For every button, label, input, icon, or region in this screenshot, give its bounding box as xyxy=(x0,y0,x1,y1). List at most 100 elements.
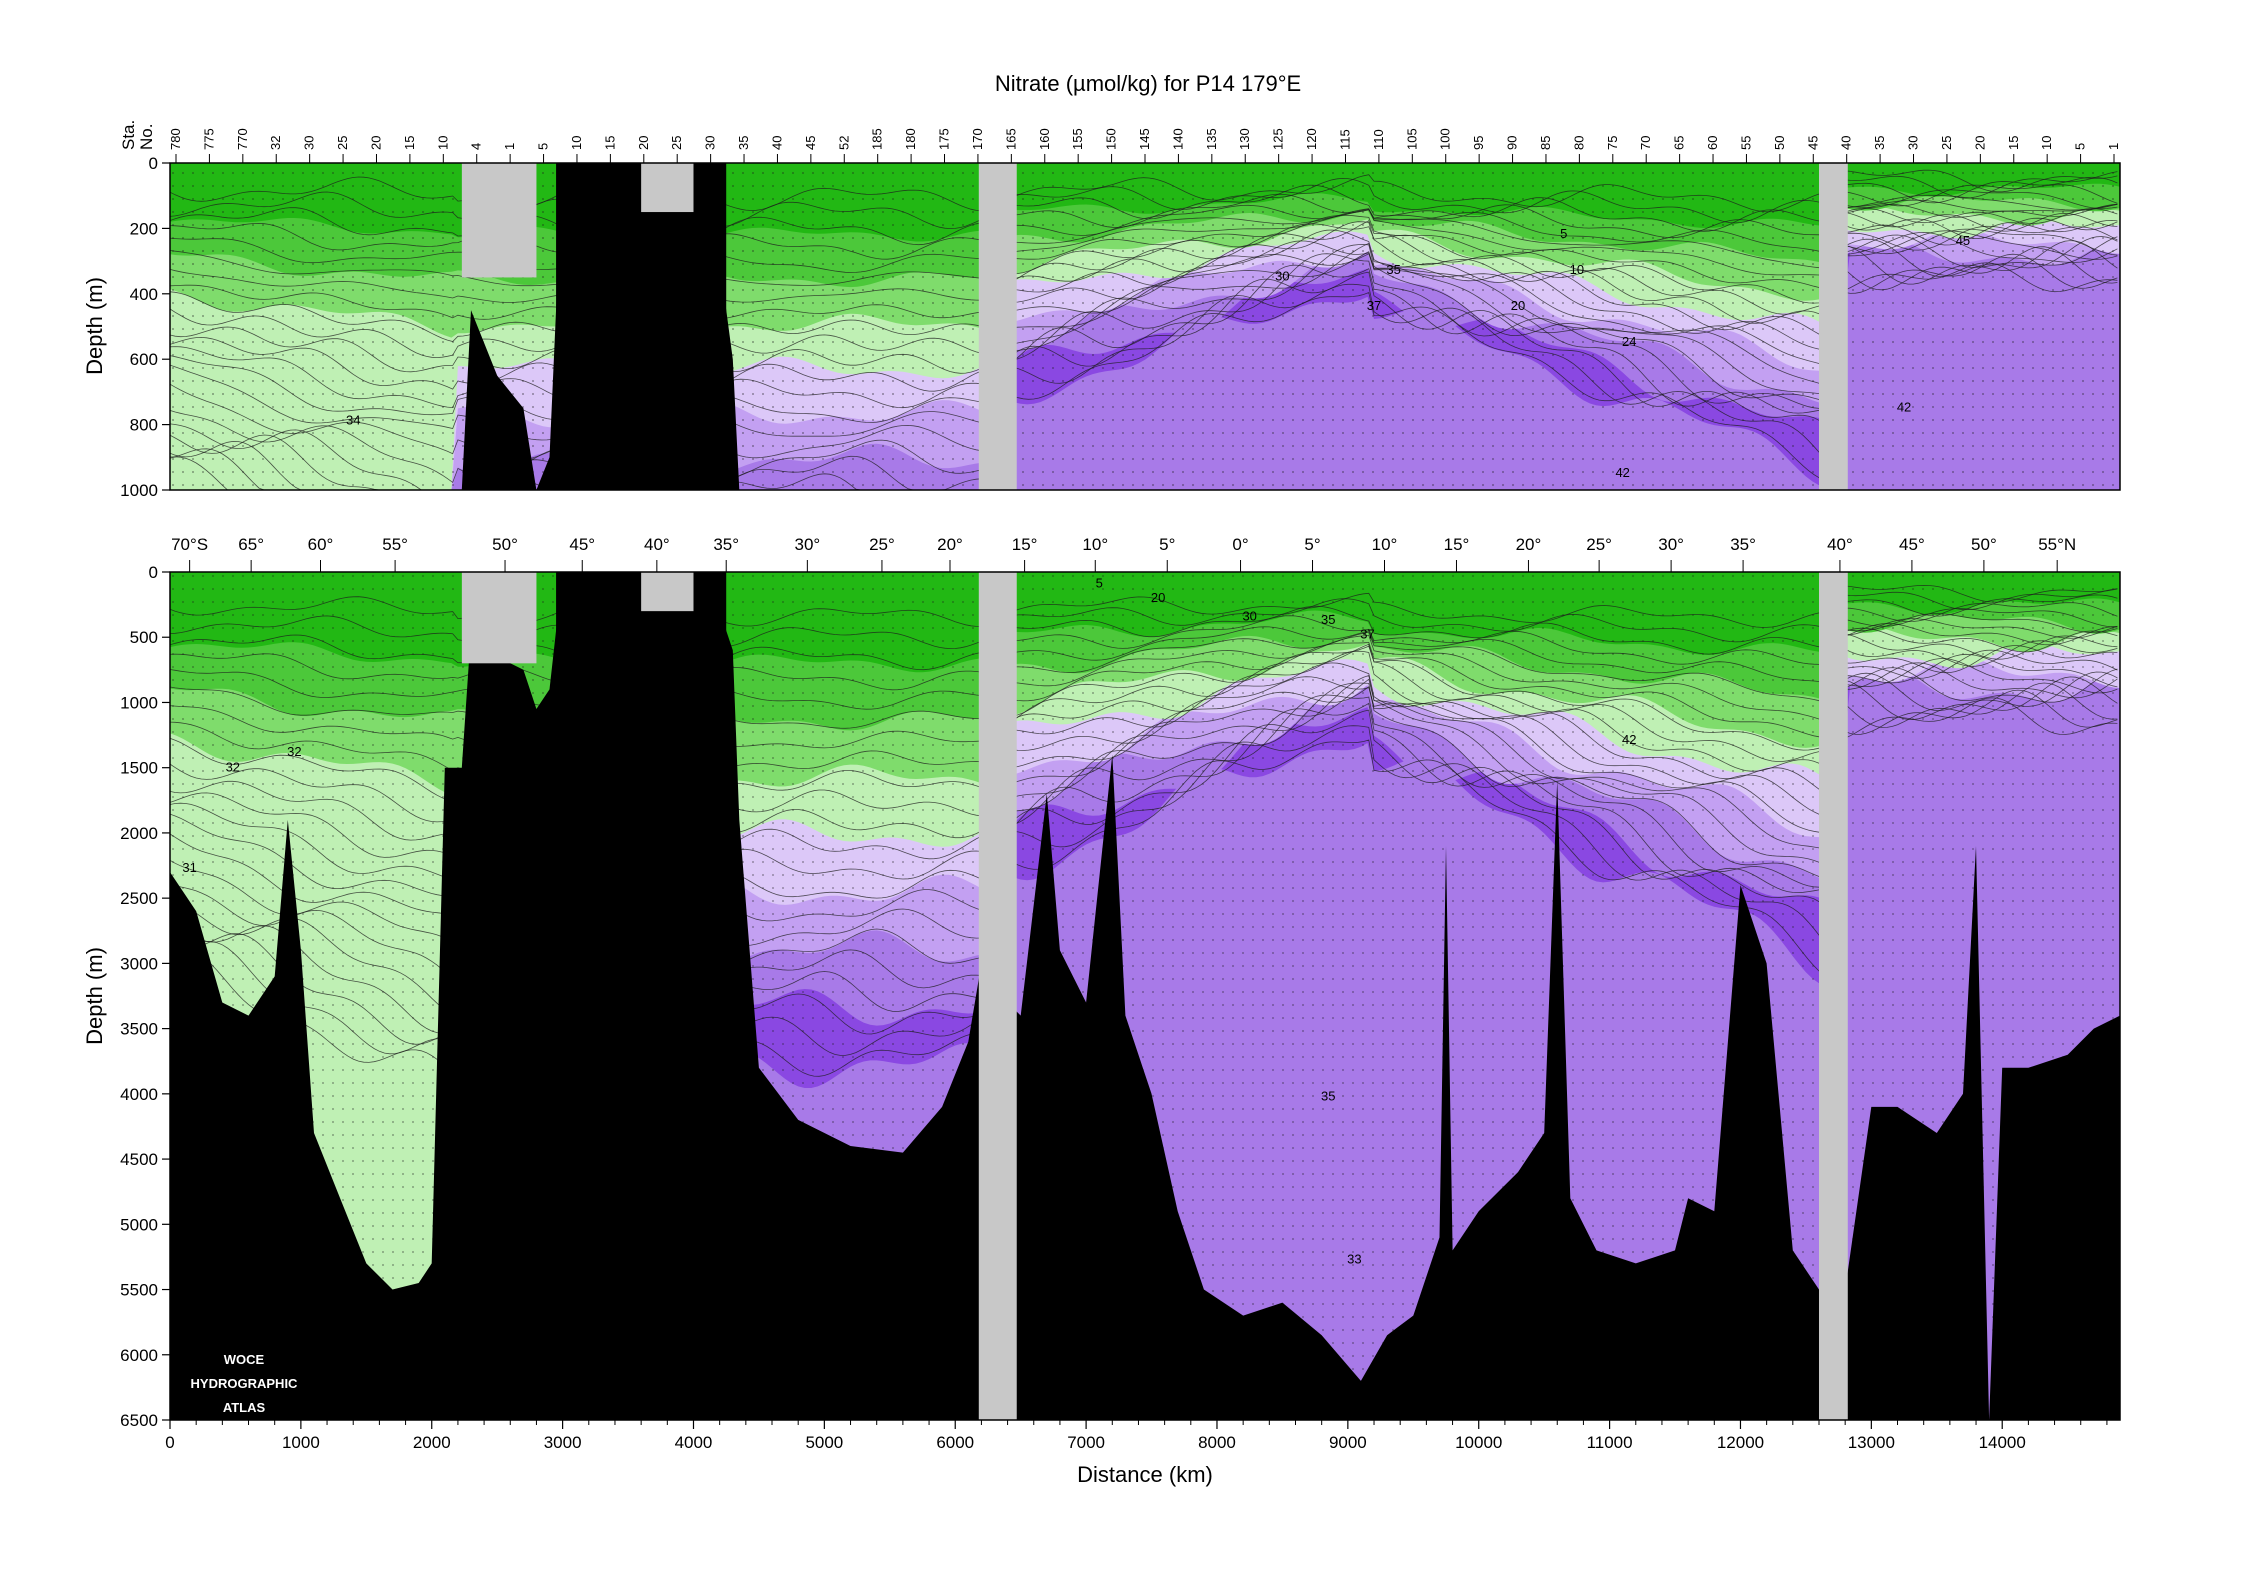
latitude-tick-label: 20° xyxy=(1516,535,1542,554)
latitude-tick-label: 45° xyxy=(1899,535,1925,554)
station-tick-label: 75 xyxy=(1605,136,1620,150)
logo-line-woce: WOCE xyxy=(224,1352,265,1367)
lower-y-tick-label: 5500 xyxy=(120,1281,158,1300)
station-tick-label: 85 xyxy=(1538,136,1553,150)
upper-contour-label: 37 xyxy=(1367,298,1381,313)
lower-ridge-block xyxy=(556,572,727,1420)
upper-no-data-gap xyxy=(461,163,537,278)
latitude-tick-label: 35° xyxy=(1730,535,1756,554)
woce-logo: WOCE HYDROGRAPHIC ATLAS xyxy=(191,1352,299,1415)
x-tick-label: 8000 xyxy=(1198,1433,1236,1452)
station-tick-label: 140 xyxy=(1170,128,1185,150)
latitude-tick-label: 10° xyxy=(1372,535,1398,554)
station-tick-label: 40 xyxy=(1839,136,1854,150)
x-tick-label: 7000 xyxy=(1067,1433,1105,1452)
latitude-tick-label: 30° xyxy=(794,535,820,554)
station-tick-label: 110 xyxy=(1371,129,1386,150)
station-tick-label: 70 xyxy=(1638,136,1653,150)
station-tick-label: 20 xyxy=(636,136,651,150)
upper-contour-label: 42 xyxy=(1615,465,1629,480)
lower-y-tick-label: 5000 xyxy=(120,1215,158,1234)
station-tick-label: 100 xyxy=(1438,128,1453,150)
lower-contour-label: 5 xyxy=(1096,576,1103,591)
station-tick-label: 180 xyxy=(903,128,918,150)
x-tick-label: 4000 xyxy=(675,1433,713,1452)
upper-y-ticks: 0 200 400 600 800 1000 xyxy=(120,154,170,500)
upper-y-tick-label: 200 xyxy=(130,219,158,238)
x-tick-label: 13000 xyxy=(1848,1433,1895,1452)
upper-plot-frame xyxy=(169,162,2121,491)
station-tick-label: 52 xyxy=(836,136,851,150)
lower-y-tick-label: 1500 xyxy=(120,759,158,778)
lower-panel: 0 500 1000 1500 2000 2500 3000 3500 4000 4500 5000… xyxy=(82,563,2121,1487)
station-tick-label: 45 xyxy=(803,136,818,150)
latitude-tick-label: 65° xyxy=(238,535,264,554)
station-tick-label: 145 xyxy=(1137,128,1152,150)
station-tick-label: 105 xyxy=(1404,128,1419,150)
station-tick-label: 30 xyxy=(1906,136,1921,150)
lower-contour-label: 35 xyxy=(1321,612,1335,627)
upper-contour-line xyxy=(170,203,2118,320)
x-tick-label: 10000 xyxy=(1455,1433,1502,1452)
latitude-tick-label: 15° xyxy=(1012,535,1038,554)
station-axis: Sta. No. 780 775 770 32 30 25 20 15 10 4 1 5 10 15 20 2… xyxy=(119,120,2121,163)
lower-x-ticks: 0 1000 2000 3000 4000 5000 6000 7000 8000 9000 100… xyxy=(165,1420,2108,1452)
upper-contour-line xyxy=(170,207,2118,342)
lower-contour-label: 42 xyxy=(1622,732,1636,747)
station-tick-label: 15 xyxy=(602,136,617,150)
upper-contour-line xyxy=(170,194,2118,287)
station-tick-label: 95 xyxy=(1471,136,1486,150)
lower-land-and-gaps xyxy=(170,572,2120,1420)
upper-contour-line xyxy=(170,253,2118,490)
x-tick-label: 3000 xyxy=(544,1433,582,1452)
upper-no-data-gap xyxy=(978,163,1017,490)
lower-y-tick-label: 4000 xyxy=(120,1085,158,1104)
station-tick-label: 25 xyxy=(669,136,684,150)
x-tick-label: 0 xyxy=(165,1433,174,1452)
station-tick-label: 10 xyxy=(435,136,450,150)
station-tick-label: 20 xyxy=(1972,136,1987,150)
station-ticks: 780 775 770 32 30 25 20 15 10 4 1 5 10 15 20 25 30 35 40 45… xyxy=(168,128,2121,163)
lower-y-ticks: 0 500 1000 1500 2000 2500 3000 3500 4000 4500 5000… xyxy=(120,563,170,1430)
lower-y-tick-label: 4500 xyxy=(120,1150,158,1169)
latitude-tick-label: 50° xyxy=(492,535,518,554)
upper-contour-line xyxy=(170,212,2118,359)
upper-contour-label: 42 xyxy=(1897,400,1911,415)
lower-y-tick-label: 2500 xyxy=(120,889,158,908)
upper-y-tick-label: 600 xyxy=(130,350,158,369)
station-tick-label: 780 xyxy=(168,128,183,150)
lower-shallow-gap xyxy=(641,572,694,612)
upper-contour-label: 24 xyxy=(1622,334,1636,349)
logo-line-atlas: ATLAS xyxy=(223,1400,266,1415)
station-tick-label: 50 xyxy=(1772,136,1787,150)
x-tick-label: 2000 xyxy=(413,1433,451,1452)
station-tick-label: 175 xyxy=(937,128,952,150)
station-tick-label: 30 xyxy=(302,136,317,150)
station-tick-label: 35 xyxy=(736,136,751,150)
upper-contour-label: 35 xyxy=(1386,262,1400,277)
upper-contour-label: 5 xyxy=(1560,226,1567,241)
station-tick-label: 40 xyxy=(769,136,784,150)
station-tick-label: 115 xyxy=(1338,129,1353,150)
station-tick-label: 10 xyxy=(2039,136,2054,150)
latitude-tick-label: 0° xyxy=(1232,535,1248,554)
lower-contour-label: 32 xyxy=(287,744,301,759)
x-tick-label: 6000 xyxy=(936,1433,974,1452)
upper-contour-line xyxy=(170,217,2118,374)
station-tick-label: 45 xyxy=(1805,136,1820,150)
lower-no-data-gap xyxy=(1818,572,1848,1420)
upper-y-tick-label: 400 xyxy=(130,285,158,304)
upper-no-data-gap xyxy=(1818,163,1848,490)
chart-title: Nitrate (µmol/kg) for P14 179°E xyxy=(995,71,1301,96)
lower-plot-frame xyxy=(169,571,2121,1421)
latitude-tick-label: 55°N xyxy=(2038,535,2076,554)
upper-contour-labels: 34 5 10 20 24 30 35 37 42 42 45 xyxy=(346,226,1970,480)
latitude-tick-label: 40° xyxy=(644,535,670,554)
station-tick-label: 15 xyxy=(2006,136,2021,150)
latitude-tick-label: 40° xyxy=(1827,535,1853,554)
station-tick-label: 4 xyxy=(469,143,484,150)
latitude-tick-label: 20° xyxy=(937,535,963,554)
station-tick-label: 1 xyxy=(502,143,517,150)
